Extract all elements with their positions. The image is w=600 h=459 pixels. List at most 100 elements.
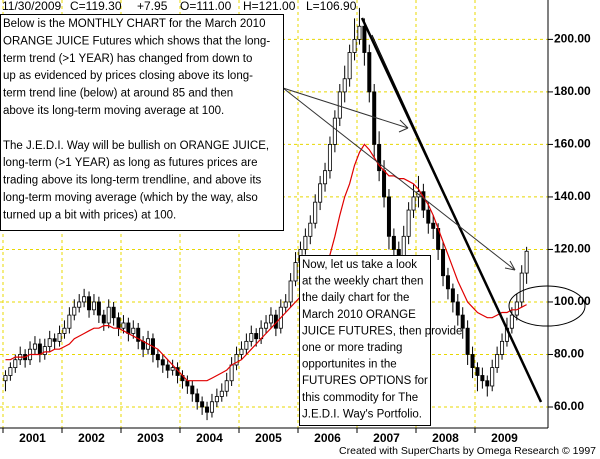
candle-body [283,301,288,308]
candle-body [160,359,165,366]
plot [3,7,529,421]
candle-body [170,367,175,371]
candle-body [323,170,328,185]
candle-body [313,201,318,224]
x-tick-label: 2002 [78,431,105,445]
note-text: trading above its long-term trendline, a… [3,175,262,187]
arrow-head [504,260,516,271]
arrow [282,87,516,271]
candle-body [67,314,72,329]
candle-body [426,209,431,224]
candle-body [293,262,298,282]
candle-body [82,296,87,303]
candle-body [264,322,269,329]
y-tick-label: 100.00 [554,294,591,308]
arrow-head [398,119,409,133]
candle-body [195,393,200,403]
candle-body [131,327,136,334]
candle-body [209,401,214,413]
candle-body [318,183,323,203]
candle-body [490,367,495,387]
note-text: Now, let us take a look [302,259,417,271]
candle-body [224,380,229,392]
candle-body [372,91,377,145]
candle-body [431,222,436,229]
candle-body [190,385,195,395]
candle-body [514,301,519,316]
candle-body [126,322,131,334]
note-text: up as evidenced by prices closing above … [3,70,253,82]
candle-body [229,364,234,382]
candle-body [288,280,293,303]
y-tick-label: 140.00 [554,189,591,203]
y-tick-label: 60.00 [554,399,584,413]
candle-body [116,317,121,329]
candle-body [62,327,67,334]
note-text: FUTURES OPTIONS for [302,375,428,387]
note-text: at the weekly chart then [302,276,423,288]
note-text: JUICE FUTURES, then provide [302,325,462,337]
candle-body [519,272,524,303]
note-text: one or more trading [302,342,402,354]
x-tick-label: 2007 [373,431,400,445]
header-date: 11/30/2009 [2,0,61,13]
candle-body [337,91,342,119]
x-tick-label: 2006 [314,431,341,445]
candle-body [308,222,313,237]
candle-body [87,296,92,311]
candle-body [111,306,116,319]
candle-body [347,52,352,80]
note-text: opportunites in the [302,359,397,371]
note-text: ORANGE JUICE Futures which shows that th… [3,35,270,47]
candle-body [367,52,372,93]
candle-body [509,314,514,329]
note-text: long-term moving average (which by the w… [3,192,258,204]
candle-body [411,196,416,211]
candle-body [470,354,475,369]
candle-body [101,314,106,324]
candle-body [327,144,332,172]
moving-average [5,143,527,382]
note-box [299,255,431,426]
note-text: term trend (>1 YEAR) has changed from do… [3,53,252,65]
candle-body [500,340,505,355]
candle-body [165,364,170,371]
note-text: long-term (>1 YEAR) as long as futures p… [3,157,258,169]
candle-body [352,38,357,53]
candle-body [155,354,160,361]
note-text: the daily chart for the [302,292,409,304]
candle-body [524,250,529,274]
footer: Created with SuperCharts by Omega Resear… [339,445,596,457]
candle-body [441,249,446,277]
candle-body [332,117,337,145]
candle-body [32,343,37,350]
note-box [0,14,284,231]
candle-body [362,25,367,53]
candle-body [495,354,500,369]
candle-body [3,375,8,382]
notes: Below is the MONTHLY CHART for the March… [0,14,462,426]
candle-body [91,301,96,311]
note-text: turned up a bit with prices) at 100. [3,209,176,221]
candle-body [8,367,13,376]
candle-body [57,333,62,342]
candle-body [406,209,411,237]
candle-body [249,333,254,342]
candle-body [200,401,205,408]
header-close: C=119.30 [70,0,122,13]
x-tick-label: 2004 [196,431,223,445]
candle-body [382,170,387,198]
candle-body [342,78,347,93]
candle-body [239,348,244,355]
candle-body [485,380,490,387]
candle-body [460,314,465,329]
candle-body [357,25,362,40]
annotations [282,17,586,403]
header-low: L=106.90 [306,0,357,13]
y-tick-label: 180.00 [554,84,591,98]
x-tick-label: 2005 [255,431,282,445]
x-tick-label: 2001 [19,431,46,445]
candle-body [52,338,57,342]
candle-body [77,301,82,308]
